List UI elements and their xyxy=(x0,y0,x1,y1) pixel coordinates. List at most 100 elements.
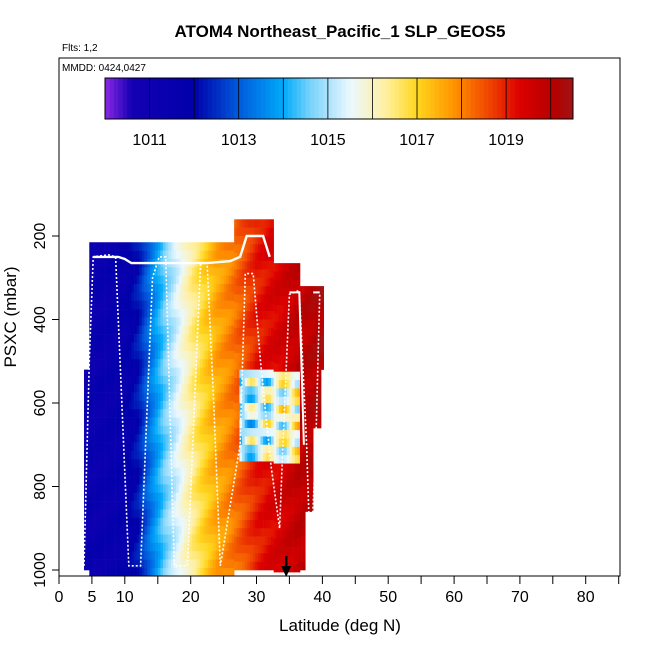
heat-cell xyxy=(252,244,256,253)
heat-cell xyxy=(107,534,111,544)
heat-cell xyxy=(315,294,319,304)
heat-cell xyxy=(249,486,253,496)
heat-cell xyxy=(120,267,124,276)
heat-cell xyxy=(102,501,106,510)
heat-cell xyxy=(223,309,227,318)
heat-cell xyxy=(236,403,240,412)
colorbar-segment xyxy=(171,78,177,119)
heat-cell xyxy=(184,467,188,477)
heat-cell xyxy=(97,559,101,569)
heat-cell xyxy=(118,300,122,310)
heat-cell xyxy=(99,325,103,335)
heat-cell xyxy=(192,492,195,502)
colorbar-segment xyxy=(559,78,565,119)
y-tick-label: 600 xyxy=(32,390,49,417)
heat-cell xyxy=(184,484,188,494)
heat-cell xyxy=(239,327,243,337)
heat-cell xyxy=(244,436,248,446)
heat-cell xyxy=(99,417,103,427)
heat-cell xyxy=(263,478,267,487)
heat-cell xyxy=(239,478,243,487)
heat-cell xyxy=(199,551,203,560)
heat-cell xyxy=(199,476,203,485)
heat-cell xyxy=(271,419,274,429)
heat-cell xyxy=(94,317,98,327)
heat-cell xyxy=(131,451,135,460)
heat-cell xyxy=(268,503,272,512)
heat-cell xyxy=(115,267,119,276)
heat-cell xyxy=(173,467,177,477)
heat-cell xyxy=(236,336,240,345)
heat-cell xyxy=(136,542,140,552)
heat-cell xyxy=(297,430,301,439)
heat-cell xyxy=(131,509,135,519)
heat-cell xyxy=(268,336,272,345)
heat-cell xyxy=(239,352,243,362)
heat-cell xyxy=(152,484,156,494)
colorbar-segment xyxy=(261,78,266,119)
heat-cell xyxy=(94,359,98,368)
heat-cell xyxy=(268,544,272,554)
heat-cell xyxy=(213,250,216,260)
heat-cell xyxy=(260,311,264,320)
heat-cell xyxy=(268,252,272,262)
heat-cell xyxy=(236,428,240,437)
heat-cell xyxy=(244,244,248,253)
heat-cell xyxy=(194,400,198,410)
heat-cell xyxy=(260,352,264,362)
heat-cell xyxy=(110,275,114,285)
heat-cell xyxy=(202,534,206,544)
heat-cell xyxy=(197,442,201,452)
heat-cell xyxy=(255,428,259,437)
heat-cell xyxy=(252,361,256,370)
heat-cell xyxy=(218,551,222,560)
heat-cell xyxy=(115,367,119,377)
heat-cell xyxy=(194,392,198,402)
heat-cell xyxy=(239,277,243,287)
heat-cell xyxy=(273,488,277,498)
heat-cell xyxy=(144,267,148,276)
heat-cell xyxy=(271,461,274,471)
heat-cell xyxy=(131,425,135,435)
heat-cell xyxy=(260,319,264,329)
heat-cell xyxy=(131,534,135,544)
heat-cell xyxy=(168,350,172,360)
heat-cell xyxy=(94,434,98,443)
heat-cell xyxy=(173,559,177,569)
heat-cell xyxy=(176,442,180,452)
heat-cell xyxy=(223,367,227,377)
heat-cell xyxy=(91,459,95,469)
heat-cell xyxy=(141,467,145,477)
heat-cell xyxy=(120,476,124,485)
heat-cell xyxy=(286,413,290,423)
heat-cell xyxy=(260,269,264,279)
heat-cell xyxy=(173,350,177,360)
heat-cell xyxy=(205,534,209,544)
heat-cell xyxy=(207,492,211,502)
heat-cell xyxy=(292,388,296,398)
heat-cell xyxy=(199,334,203,343)
heat-cell xyxy=(226,400,230,410)
heat-cell xyxy=(265,386,269,395)
heat-cell xyxy=(192,342,195,352)
heat-cell xyxy=(236,494,240,504)
heat-cell xyxy=(271,319,274,329)
heat-cell xyxy=(278,555,282,565)
heat-cell xyxy=(210,459,214,469)
heat-cell xyxy=(176,417,180,427)
heat-cell xyxy=(181,476,185,485)
heat-cell xyxy=(168,242,172,251)
heat-cell xyxy=(102,492,106,502)
heat-cell xyxy=(91,476,95,485)
heat-cell xyxy=(155,317,159,327)
heat-cell xyxy=(276,538,280,548)
heat-cell xyxy=(276,513,280,523)
heat-cell xyxy=(228,367,232,377)
heatmap-cells xyxy=(84,219,324,576)
heat-cell xyxy=(126,342,130,352)
heat-cell xyxy=(186,476,190,485)
heat-cell xyxy=(294,354,298,364)
heat-cell xyxy=(157,392,161,402)
heat-cell xyxy=(278,288,282,297)
heat-cell xyxy=(120,459,124,469)
